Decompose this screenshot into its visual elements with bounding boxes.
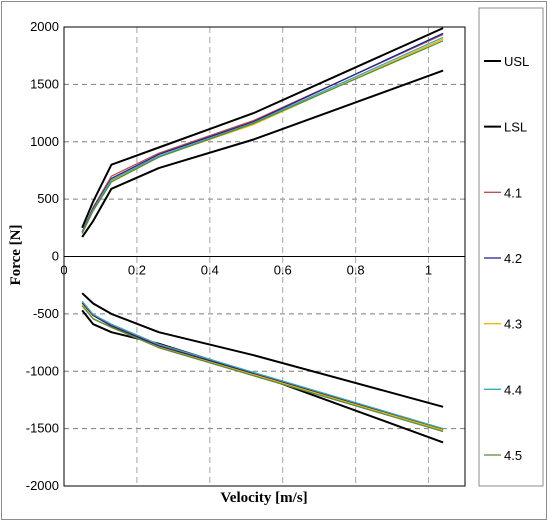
series-line-4.1-rebound bbox=[81, 301, 444, 431]
x-tick-label: 1 bbox=[425, 263, 432, 278]
axes bbox=[63, 26, 466, 487]
series-line-4.4-compression bbox=[81, 36, 444, 233]
y-tick-label: -500 bbox=[33, 306, 59, 321]
legend-label: 4.4 bbox=[504, 382, 522, 397]
x-tick-label: 0.8 bbox=[347, 263, 365, 278]
series-lines bbox=[81, 27, 444, 444]
series-line-LSL-compression bbox=[81, 69, 444, 238]
x-tick-label: 0 bbox=[60, 263, 67, 278]
y-tick-label: 500 bbox=[37, 191, 59, 206]
x-tick-label: 0.6 bbox=[274, 263, 292, 278]
legend-label: 4.3 bbox=[504, 317, 522, 332]
legend-box bbox=[478, 7, 544, 487]
legend-label: 4.2 bbox=[504, 251, 522, 266]
series-line-4.4-rebound bbox=[81, 300, 444, 430]
gridlines bbox=[64, 27, 465, 486]
legend: USL LSL 4.1 4.2 4.3 4.4 4.5 bbox=[484, 54, 529, 463]
x-axis-title: Velocity [m/s] bbox=[220, 490, 307, 506]
series-line-4.2-rebound bbox=[81, 302, 444, 430]
legend-label: LSL bbox=[504, 120, 527, 135]
tick-labels: -2000 -1500 -1000 -500 0 500 1000 1500 2000 0 0.2 0… bbox=[26, 19, 432, 493]
series-line-4.5-rebound bbox=[81, 305, 444, 433]
y-tick-label: -2000 bbox=[26, 478, 59, 493]
y-tick-label: 1500 bbox=[30, 76, 59, 91]
y-tick-label: 1000 bbox=[30, 134, 59, 149]
x-tick-label: 0.2 bbox=[128, 263, 146, 278]
series-line-USL-rebound bbox=[81, 292, 444, 408]
y-tick-label: -1500 bbox=[26, 421, 59, 436]
y-tick-label: -1000 bbox=[26, 363, 59, 378]
legend-label: 4.1 bbox=[504, 185, 522, 200]
y-tick-label: 2000 bbox=[30, 19, 59, 34]
y-tick-label: 0 bbox=[52, 249, 59, 264]
x-tick-label: 0.4 bbox=[201, 263, 219, 278]
series-line-USL-compression bbox=[81, 27, 444, 229]
y-axis-title: Force [N] bbox=[8, 225, 24, 286]
series-line-4.5-compression bbox=[81, 40, 444, 234]
legend-label: 4.5 bbox=[504, 448, 522, 463]
legend-label: USL bbox=[504, 54, 529, 69]
